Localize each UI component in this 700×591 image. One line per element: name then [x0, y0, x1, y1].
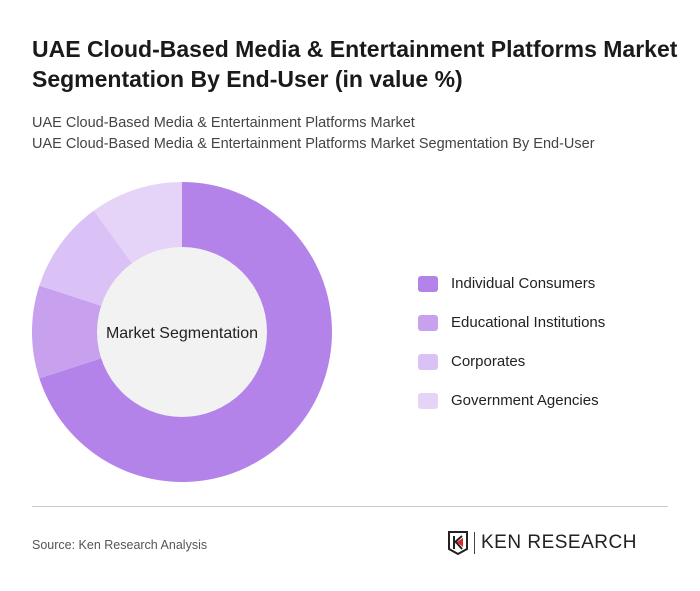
divider [32, 506, 668, 507]
logo-icon [448, 531, 468, 556]
chart-subtitle: UAE Cloud-Based Media & Entertainment Pl… [32, 115, 415, 131]
legend-item: Corporates [418, 342, 605, 381]
legend-label: Individual Consumers [451, 275, 596, 292]
legend-swatch [418, 314, 438, 331]
chart-subtitle-2: UAE Cloud-Based Media & Entertainment Pl… [32, 136, 595, 152]
donut-chart: Market Segmentation [32, 182, 332, 482]
legend-swatch [418, 275, 438, 292]
donut-hole [97, 247, 267, 417]
logo-text: KEN RESEARCH [481, 532, 637, 553]
legend: Individual Consumers Educational Institut… [418, 264, 605, 420]
chart-title: UAE Cloud-Based Media & Entertainment Pl… [32, 36, 678, 92]
source-note: Source: Ken Research Analysis [32, 538, 208, 552]
legend-swatch [418, 392, 438, 409]
legend-item: Individual Consumers [418, 264, 605, 303]
legend-label: Corporates [451, 353, 526, 370]
legend-swatch [418, 353, 438, 370]
legend-label: Educational Institutions [451, 314, 606, 331]
center-label: Market Segmentation [106, 325, 258, 342]
legend-label: Government Agencies [451, 392, 599, 409]
ken-research-logo: KEN RESEARCH [447, 530, 637, 556]
legend-item: Government Agencies [418, 381, 605, 420]
legend-item: Educational Institutions [418, 303, 605, 342]
